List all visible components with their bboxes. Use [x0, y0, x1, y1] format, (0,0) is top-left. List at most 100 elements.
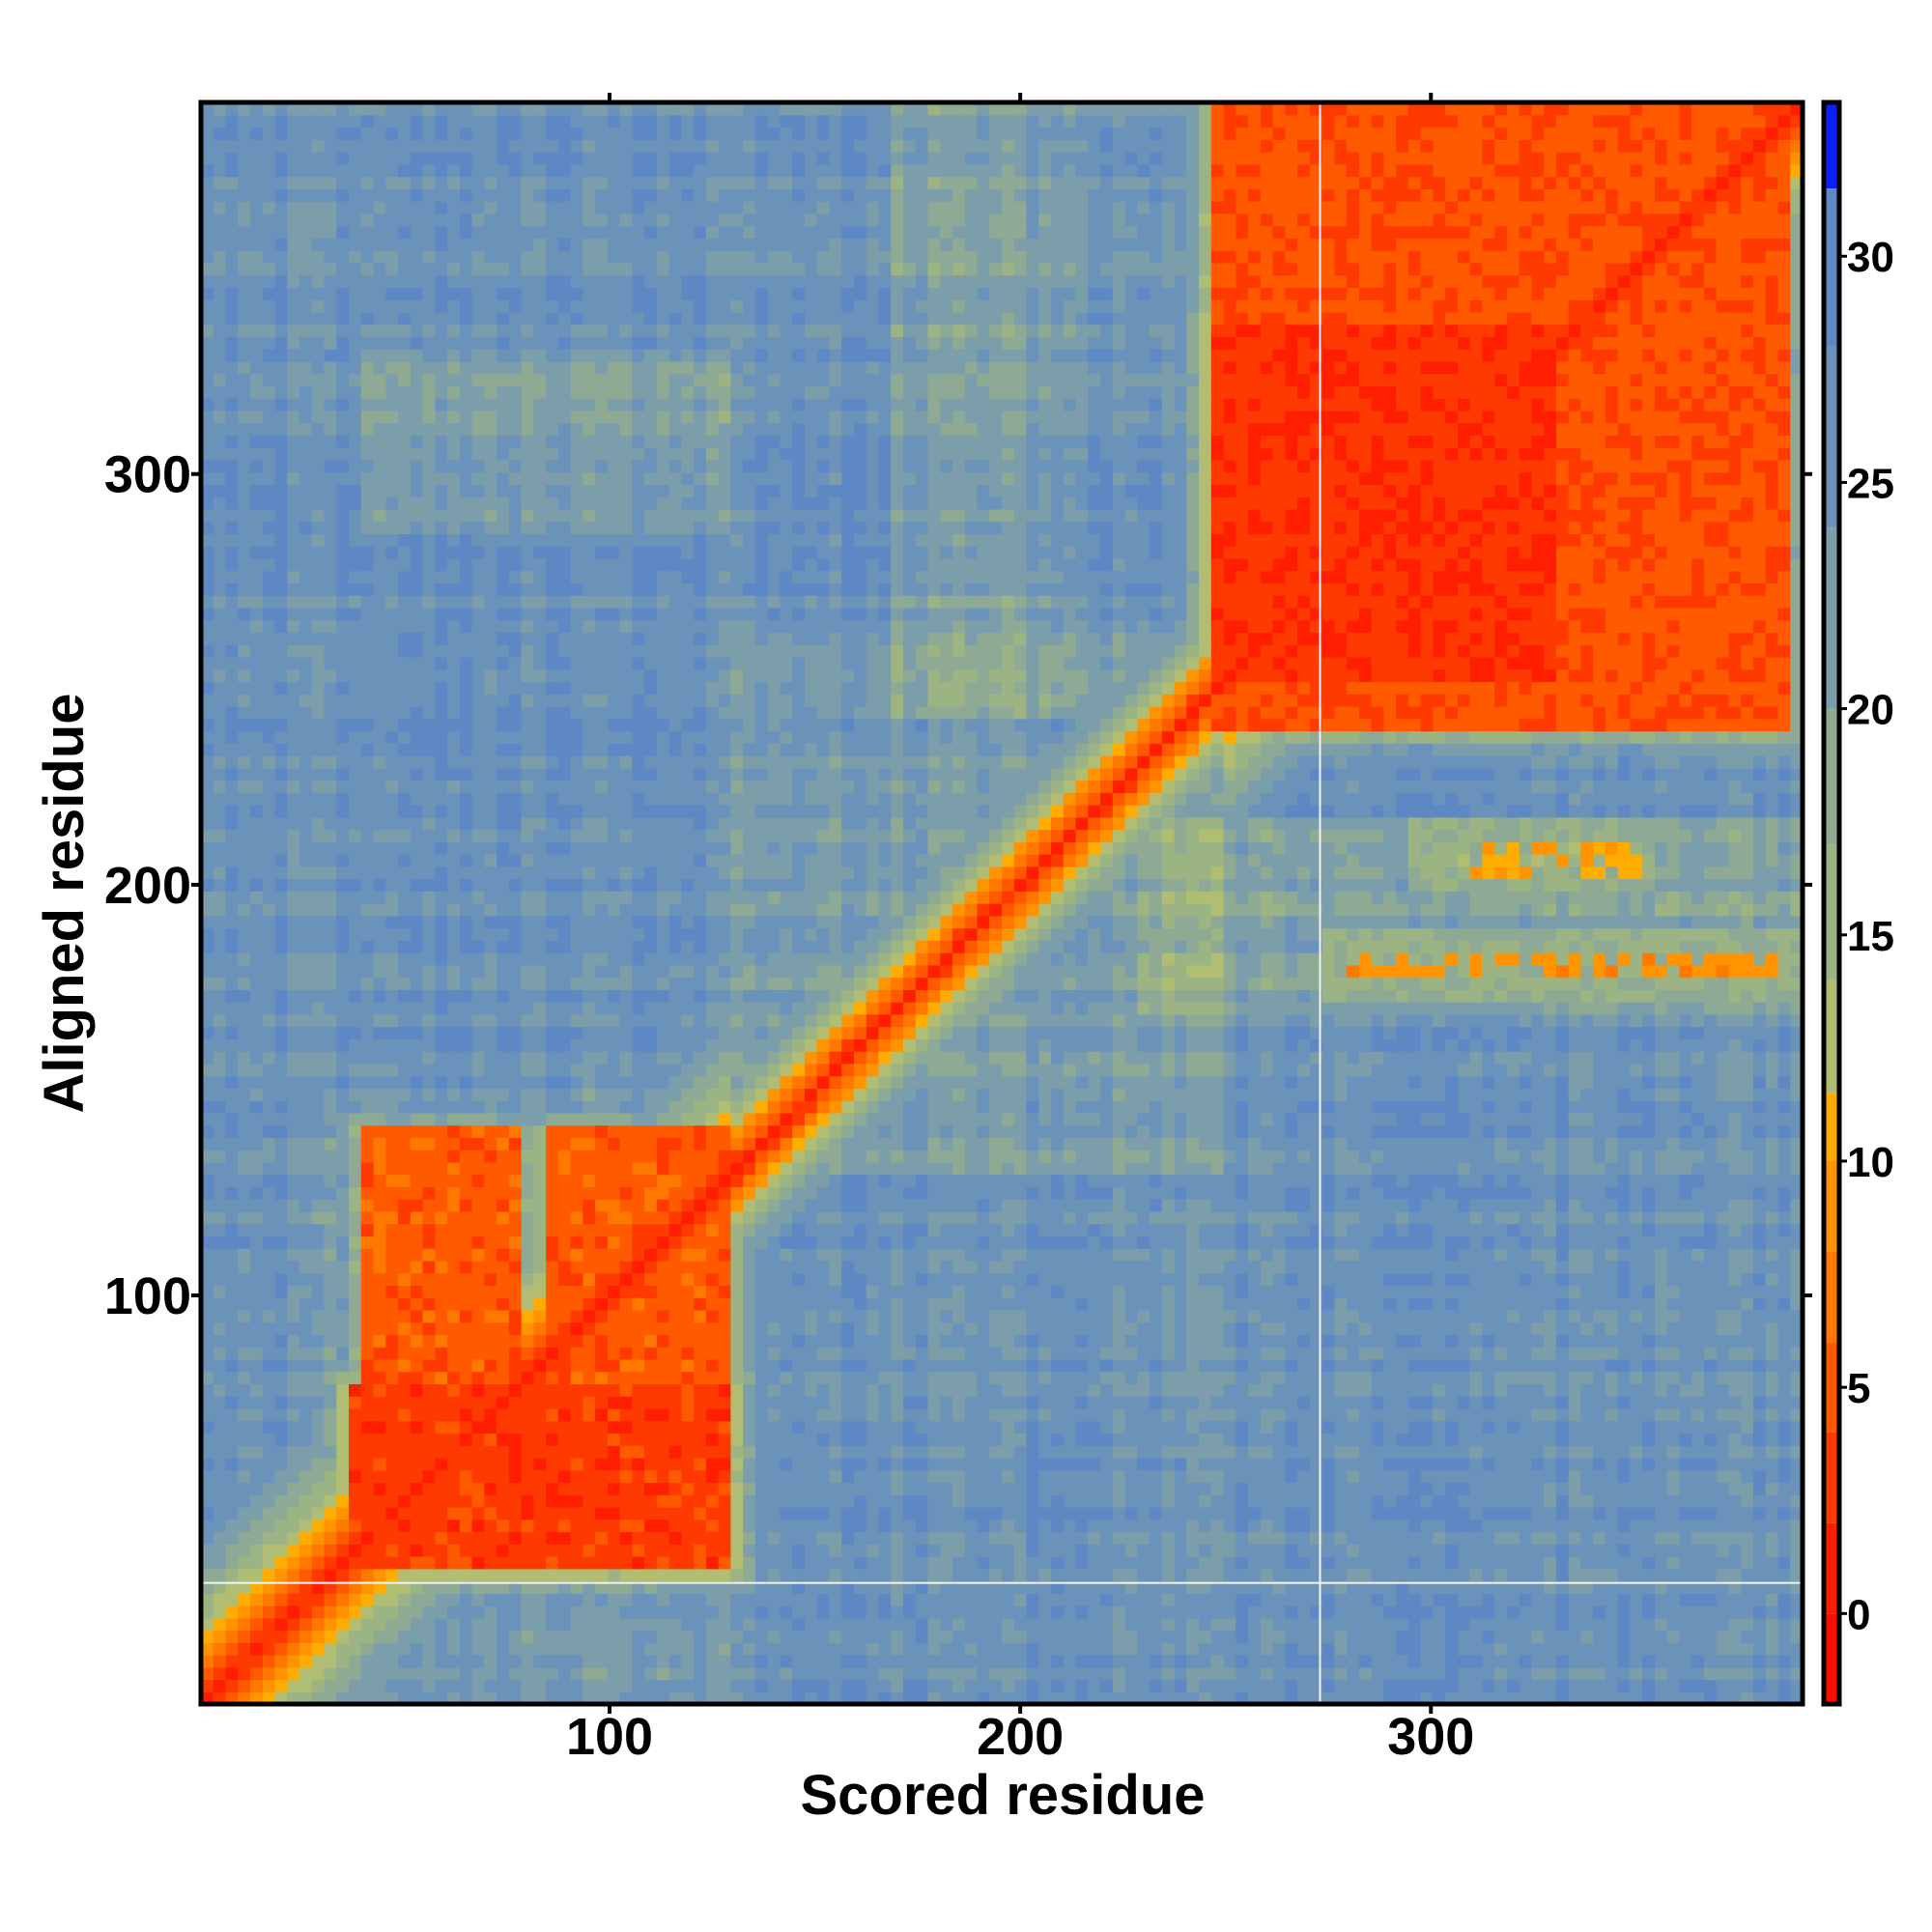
heatmap-cell — [1790, 1494, 1804, 1508]
heatmap-cell — [274, 1358, 288, 1373]
heatmap-cell — [1285, 1630, 1298, 1643]
heatmap-cell — [915, 1617, 929, 1632]
heatmap-cell — [595, 1617, 609, 1632]
heatmap-cell — [1568, 1605, 1582, 1619]
heatmap-cell — [287, 1617, 300, 1632]
heatmap-cell — [1038, 1593, 1052, 1606]
heatmap-cell — [1445, 1407, 1459, 1422]
heatmap-cell — [1383, 1519, 1397, 1533]
heatmap-cell — [1186, 1494, 1200, 1508]
heatmap-cell — [1482, 1494, 1495, 1508]
heatmap-cell — [1063, 1445, 1077, 1459]
heatmap-cell — [521, 1321, 534, 1335]
heatmap-cell — [1790, 1396, 1804, 1409]
heatmap-cell — [1568, 1334, 1582, 1348]
heatmap-cell — [1765, 1383, 1779, 1397]
heatmap-cell — [582, 1407, 596, 1422]
heatmap-cell — [1753, 1272, 1767, 1286]
heatmap-cell — [1002, 1679, 1015, 1692]
heatmap-cell — [878, 1655, 892, 1668]
heatmap-cell — [471, 1297, 485, 1311]
heatmap-cell — [829, 1617, 842, 1632]
heatmap-cell — [360, 1691, 375, 1705]
heatmap-cell — [743, 1544, 756, 1557]
heatmap-cell — [952, 1309, 966, 1323]
heatmap-cell — [324, 1506, 337, 1520]
heatmap-cell — [915, 1260, 929, 1274]
heatmap-cell — [607, 1309, 621, 1323]
heatmap-cell — [952, 1605, 966, 1619]
heatmap-cell — [694, 1396, 707, 1409]
heatmap-cell — [447, 1321, 461, 1335]
heatmap-cell — [287, 1556, 300, 1570]
heatmap-cell — [1728, 1568, 1742, 1582]
heatmap-cell — [1457, 1469, 1471, 1484]
heatmap-cell — [829, 1494, 842, 1508]
heatmap-cell — [1580, 1457, 1594, 1471]
heatmap-cell — [521, 1457, 534, 1471]
heatmap-cell — [1494, 1260, 1508, 1274]
heatmap-cell — [718, 1260, 732, 1274]
heatmap-cell — [1531, 1519, 1545, 1533]
heatmap-cell — [1728, 1309, 1742, 1323]
heatmap-cell — [497, 1407, 510, 1422]
heatmap-cell — [262, 1396, 276, 1409]
heatmap-cell — [1482, 1630, 1495, 1643]
heatmap-cell — [1457, 1260, 1471, 1274]
heatmap-cell — [644, 1630, 658, 1643]
heatmap-cell — [1150, 1358, 1163, 1373]
heatmap-cell — [1199, 1655, 1212, 1668]
heatmap-cell — [1630, 1285, 1643, 1298]
heatmap-cell — [989, 1407, 1003, 1422]
heatmap-cell — [1457, 1407, 1471, 1422]
heatmap-cell — [1100, 1358, 1114, 1373]
heatmap-cell — [1765, 1531, 1779, 1545]
heatmap-cell — [804, 1580, 818, 1594]
heatmap-cell — [1334, 1433, 1348, 1446]
heatmap-cell — [274, 1642, 288, 1656]
heatmap-cell — [1605, 1420, 1619, 1435]
heatmap-cell — [915, 1494, 929, 1508]
heatmap-cell — [1445, 1321, 1459, 1335]
heatmap-cell — [250, 1285, 264, 1298]
heatmap-cell — [570, 1358, 583, 1373]
heatmap-cell — [274, 1321, 288, 1335]
heatmap-cell — [1038, 1605, 1052, 1619]
heatmap-cell — [964, 1396, 979, 1409]
heatmap-cell — [336, 1666, 350, 1681]
heatmap-cell — [201, 1593, 214, 1606]
heatmap-cell — [410, 1630, 424, 1643]
heatmap-cell — [619, 1321, 633, 1335]
heatmap-cell — [977, 1617, 990, 1632]
heatmap-cell — [1150, 1272, 1163, 1286]
heatmap-cell — [841, 1396, 855, 1409]
heatmap-cell — [1728, 1285, 1742, 1298]
heatmap-cell — [201, 1605, 214, 1619]
heatmap-cell — [1051, 1617, 1065, 1632]
heatmap-cell — [816, 1272, 831, 1286]
heatmap-cell — [1642, 1321, 1656, 1335]
heatmap-cell — [1383, 1396, 1397, 1409]
heatmap-cell — [1407, 1407, 1422, 1422]
heatmap-cell — [1347, 1568, 1360, 1582]
heatmap-cell — [1765, 1617, 1779, 1632]
heatmap-cell — [238, 1457, 251, 1471]
heatmap-cell — [1161, 1334, 1176, 1348]
heatmap-cell — [521, 1519, 534, 1533]
heatmap-cell — [891, 1407, 904, 1422]
heatmap-cell — [1716, 1420, 1730, 1435]
heatmap-cell — [1199, 1396, 1212, 1409]
heatmap-cell — [705, 1655, 720, 1668]
heatmap-cell — [1580, 1371, 1594, 1384]
heatmap-cell — [730, 1568, 744, 1582]
heatmap-cell — [410, 1236, 424, 1249]
heatmap-cell — [287, 1309, 300, 1323]
heatmap-cell — [1137, 1420, 1151, 1435]
heatmap-cell — [1544, 1457, 1557, 1471]
heatmap-cell — [1199, 1568, 1212, 1582]
heatmap-cell — [1248, 1506, 1262, 1520]
heatmap-cell — [1593, 1506, 1606, 1520]
heatmap-cell — [866, 1433, 880, 1446]
heatmap-cell — [1544, 1605, 1557, 1619]
heatmap-cell — [497, 1630, 510, 1643]
